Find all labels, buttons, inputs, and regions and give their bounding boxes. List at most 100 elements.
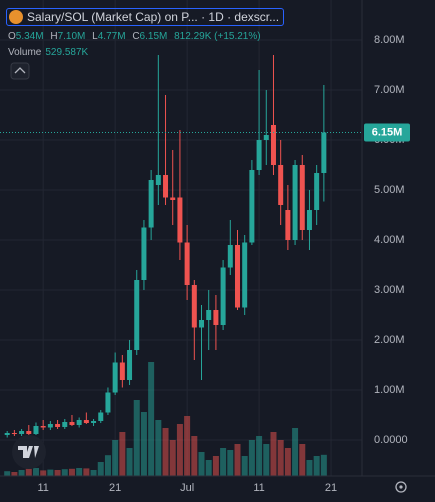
candle-body [26, 431, 32, 434]
ohlc-value: 6.15M [139, 31, 168, 42]
candle-body [134, 280, 140, 350]
candle-body [105, 392, 111, 413]
candle-body [191, 285, 197, 328]
volume-bar [205, 460, 212, 476]
volume-bar [191, 436, 198, 476]
candle-body [11, 433, 17, 434]
candle-body [33, 426, 39, 434]
change-value: 812.29K (+15.21%) [174, 31, 261, 42]
y-tick-label: 4.00M [374, 234, 405, 246]
x-tick-label: 21 [109, 482, 121, 494]
candle-body [148, 180, 154, 228]
volume-bar [54, 470, 61, 476]
candle-body [256, 140, 262, 170]
volume-bar [119, 432, 126, 476]
settings-button[interactable] [395, 481, 407, 493]
volume-bar [140, 412, 147, 476]
ohlc-legend: O5.34M H7.10M L4.77M C6.15M 812.29K (+15… [8, 31, 265, 42]
volume-bar [126, 448, 133, 476]
candle-body [270, 125, 276, 165]
candle-body [141, 227, 147, 280]
last-price-box [364, 123, 410, 142]
volume-bar [162, 428, 169, 476]
volume-bar [212, 456, 219, 476]
collapse-button-box[interactable] [10, 62, 30, 80]
candle-body [76, 420, 82, 425]
volume-bar [320, 454, 327, 476]
candle-body [234, 245, 240, 308]
candle-body [127, 350, 133, 380]
volume-bar [227, 450, 234, 476]
volume-bar [292, 428, 299, 476]
volume-bar [40, 470, 47, 476]
volume-legend: Volume 529.587K [8, 47, 88, 58]
last-price-label: 6.15M [372, 126, 403, 138]
candle-body [112, 362, 118, 393]
candle-body [177, 197, 183, 243]
candle-body [170, 197, 176, 200]
ohlc-value: 5.34M [15, 31, 44, 42]
volume-bar [169, 440, 176, 476]
ohlc-key: O [8, 31, 16, 42]
y-tick-label: 7.00M [374, 84, 405, 96]
candle-body [263, 135, 269, 140]
collapse-button[interactable] [10, 62, 30, 80]
volume-bar [83, 468, 90, 476]
candle-body [40, 426, 46, 428]
volume-bar [299, 444, 306, 476]
volume-bar [47, 469, 54, 476]
symbol-box[interactable]: Salary/SOL (Market Cap) on P... · 1D · d… [6, 8, 285, 26]
volume-bar [4, 471, 11, 476]
candle-body [314, 173, 320, 210]
volume-bar [284, 448, 291, 476]
volume-bar [148, 362, 155, 476]
tv-logo[interactable] [12, 435, 46, 469]
volume-bar [263, 444, 270, 476]
grid [0, 0, 362, 476]
candle-body [321, 132, 327, 173]
volume-bar [25, 468, 32, 476]
symbol-title: Salary/SOL (Market Cap) on P... · 1D · d… [27, 10, 280, 24]
gear-center [399, 485, 403, 489]
volume-bar [270, 432, 277, 476]
candle-body [69, 422, 75, 425]
candle-body [213, 310, 219, 325]
volume-bar [61, 469, 68, 476]
candle-body [62, 422, 68, 427]
volume-value: 529.587K [45, 47, 89, 58]
gear-ring [395, 481, 407, 493]
volume-layer [4, 362, 327, 476]
x-tick-label: Jul [180, 482, 194, 494]
axes-layer: 8.00M7.00M6.00M5.00M4.00M3.00M2.00M1.00M… [0, 34, 410, 494]
volume-bar [11, 472, 18, 476]
header: Salary/SOL (Market Cap) on P... · 1D · d… [6, 8, 285, 27]
ohlc-key: L [92, 31, 98, 42]
y-tick-label: 8.00M [374, 34, 405, 46]
volume-bar [32, 468, 39, 476]
volume-bar [133, 400, 140, 476]
candle-body [220, 267, 226, 325]
y-tick-label: 5.00M [374, 184, 405, 196]
volume-bar [220, 448, 227, 476]
y-tick-label: 2.00M [374, 334, 405, 346]
collapse-icon [14, 67, 26, 74]
volume-bar [198, 452, 205, 476]
volume-bar [112, 440, 119, 476]
y-tick-label: 0.0000 [374, 434, 408, 446]
candle-body [4, 433, 10, 435]
volume-bar [184, 416, 191, 476]
volume-title: Volume [8, 47, 42, 58]
candle-body [91, 421, 97, 423]
volume-bar [68, 468, 75, 476]
x-tick-label: 21 [325, 482, 337, 494]
ohlc-value: 4.77M [97, 31, 126, 42]
candle-body [19, 431, 25, 434]
x-tick-label: 11 [37, 482, 48, 494]
ohlc-value: 7.10M [57, 31, 86, 42]
candle-body [47, 424, 53, 428]
logo-mark [18, 446, 39, 458]
candle-body [55, 424, 61, 427]
volume-bar [76, 468, 83, 476]
